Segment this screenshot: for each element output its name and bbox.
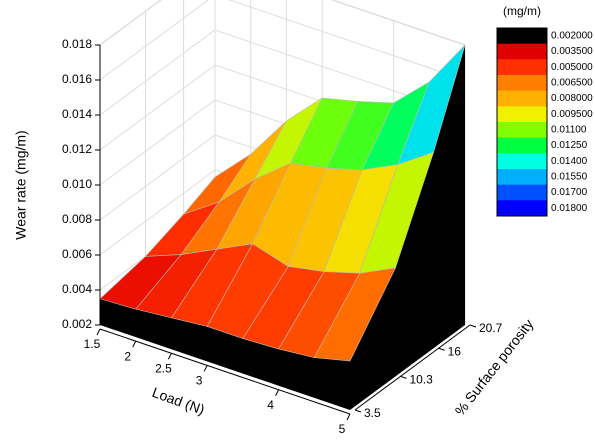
z-tick-label: 0.010 — [62, 177, 92, 191]
x-tick — [167, 353, 172, 360]
z-tick-label: 0.012 — [62, 142, 92, 156]
x-tick — [275, 389, 280, 396]
colorbar-band — [497, 75, 547, 92]
x-tick — [346, 413, 351, 421]
colorbar-label: 0.003500 — [551, 46, 593, 57]
colorbar-label: 0.01800 — [551, 203, 588, 214]
x-tick — [132, 340, 137, 348]
colorbar-label: 0.005000 — [551, 62, 593, 73]
colorbar-label: 0.006500 — [551, 77, 593, 88]
x-tick — [203, 365, 208, 372]
y-tick-label: 3.5 — [364, 406, 381, 420]
colorbar-band — [497, 153, 547, 170]
colorbar-label: 0.009500 — [551, 109, 593, 120]
colorbar-band — [497, 184, 547, 201]
side-wall — [350, 45, 465, 410]
z-tick-label: 0.006 — [62, 247, 92, 261]
y-tick — [354, 409, 362, 413]
colorbar-band — [497, 200, 547, 217]
grid-line — [99, 0, 466, 46]
y-tick-label: 16 — [448, 344, 462, 358]
x-tick-label: 1.5 — [84, 337, 101, 351]
colorbar-label: 0.008000 — [551, 93, 593, 104]
x-tick-label: 2.5 — [155, 361, 172, 375]
x-tick-label: 5 — [339, 422, 346, 436]
colorbar-frame — [496, 27, 548, 217]
colorbar-band — [497, 90, 547, 107]
z-tick-label: 0.014 — [62, 107, 92, 121]
colorbar-band — [497, 106, 547, 123]
z-tick-label: 0.002 — [62, 317, 92, 331]
colorbar-title: (mg/m) — [503, 4, 541, 18]
y-tick — [400, 375, 407, 379]
y-tick-label: 20.7 — [479, 321, 503, 335]
colorbar-label: 0.01550 — [551, 171, 588, 182]
colorbar-band — [497, 59, 547, 76]
y-tick — [469, 324, 477, 328]
grid-line — [99, 0, 466, 81]
x-tick-label: 4 — [267, 398, 274, 412]
x-axis — [99, 328, 351, 415]
colorbar-band — [497, 43, 547, 60]
front-wall — [100, 298, 350, 410]
colorbar-label: 0.01400 — [551, 156, 588, 167]
colorbar-label: 0.01700 — [551, 187, 588, 198]
x-axis-title: Load (N) — [150, 384, 207, 418]
x-tick-label: 3 — [196, 374, 203, 388]
z-tick-label: 0.008 — [62, 212, 92, 226]
z-tick-label: 0.016 — [62, 72, 92, 86]
colorbar-band — [497, 137, 547, 154]
colorbar-label: 0.002000 — [551, 30, 593, 41]
z-tick-label: 0.004 — [62, 282, 92, 296]
z-tick-label: 0.018 — [62, 37, 92, 51]
colorbar-band — [497, 28, 547, 45]
colorbar-label: 0.01100 — [551, 124, 587, 135]
x-tick — [96, 328, 101, 336]
y-axis — [354, 324, 471, 411]
y-tick — [438, 347, 445, 351]
colorbar-band — [497, 169, 547, 186]
x-tick-label: 2 — [124, 349, 131, 363]
z-axis-title: Wear rate (mg/m) — [13, 130, 29, 239]
colorbar-band — [497, 122, 547, 139]
surface-patch — [313, 267, 396, 362]
colorbar-label: 0.01250 — [551, 140, 588, 151]
y-tick-label: 10.3 — [409, 373, 433, 387]
